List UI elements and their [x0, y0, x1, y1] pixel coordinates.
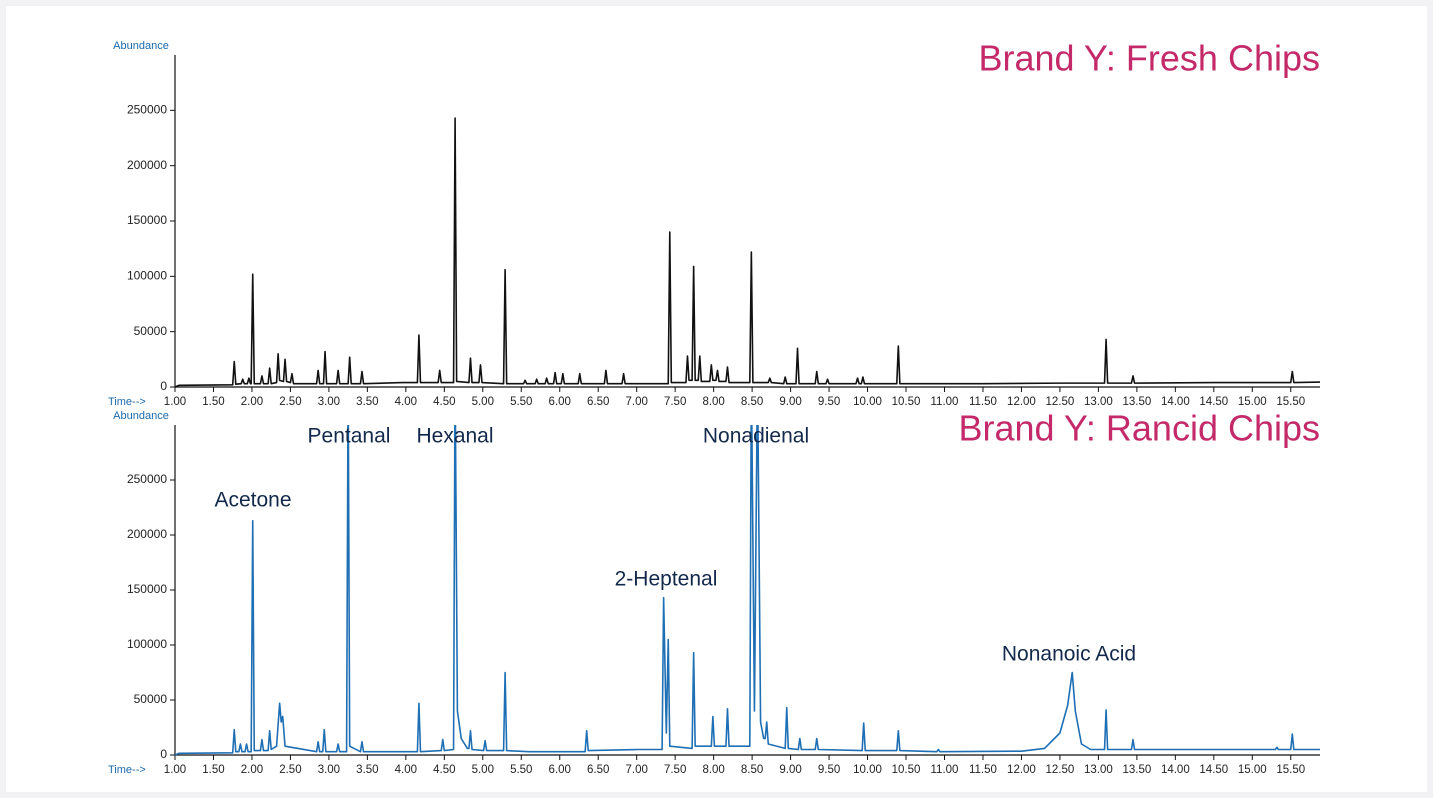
x-tick-label: 5.00 — [472, 764, 494, 776]
x-tick-label: 12.00 — [1007, 396, 1036, 408]
x-tick-label: 14.00 — [1161, 396, 1190, 408]
peak-annotation: Nonanoic Acid — [1002, 643, 1136, 666]
x-tick-label: 11.50 — [969, 396, 997, 408]
x-tick-label: 3.50 — [356, 764, 378, 776]
chromatogram-line — [175, 117, 1320, 388]
x-tick-label: 13.50 — [1122, 396, 1151, 408]
x-tick-label: 7.00 — [625, 396, 647, 408]
x-tick-label: 6.50 — [587, 396, 609, 408]
x-tick-label: 1.50 — [202, 764, 224, 776]
x-tick-label: 8.50 — [741, 396, 763, 408]
x-tick-label: 7.00 — [625, 764, 647, 776]
y-tick-label: 100000 — [127, 269, 167, 283]
x-axis-label: Time--> — [108, 764, 146, 776]
x-tick-label: 9.00 — [779, 396, 801, 408]
chart-title: Brand Y: Fresh Chips — [978, 38, 1320, 79]
x-tick-label: 3.00 — [318, 764, 340, 776]
x-tick-label: 11.00 — [931, 764, 959, 776]
y-tick-label: 200000 — [127, 527, 167, 541]
x-tick-label: 1.50 — [202, 396, 224, 408]
x-tick-label: 14.00 — [1161, 764, 1190, 776]
x-tick-label: 9.00 — [779, 764, 801, 776]
x-axis-label: Time--> — [108, 396, 146, 408]
peak-annotation: Hexanal — [416, 425, 493, 448]
x-tick-label: 12.50 — [1046, 764, 1075, 776]
peak-annotation: Acetone — [214, 489, 291, 512]
y-tick-label: 0 — [160, 379, 167, 393]
x-tick-label: 9.50 — [818, 396, 840, 408]
y-axis-label: Abundance — [113, 40, 169, 52]
x-tick-label: 11.00 — [931, 396, 959, 408]
x-tick-label: 9.50 — [818, 764, 840, 776]
x-tick-label: 6.50 — [587, 764, 609, 776]
x-tick-label: 6.00 — [549, 764, 571, 776]
x-tick-label: 14.50 — [1199, 764, 1228, 776]
x-tick-label: 4.00 — [395, 396, 417, 408]
x-tick-label: 10.00 — [853, 396, 882, 408]
x-tick-label: 4.50 — [433, 764, 455, 776]
y-tick-label: 0 — [160, 747, 167, 761]
x-tick-label: 14.50 — [1199, 396, 1228, 408]
y-tick-label: 200000 — [127, 158, 167, 172]
x-tick-label: 6.00 — [549, 396, 571, 408]
x-tick-label: 4.50 — [433, 396, 455, 408]
x-tick-label: 13.00 — [1084, 764, 1113, 776]
x-tick-label: 8.00 — [702, 396, 724, 408]
x-tick-label: 1.00 — [164, 396, 186, 408]
x-tick-label: 7.50 — [664, 396, 686, 408]
chromatogram-line — [175, 425, 1320, 756]
peak-annotation: 2-Heptenal — [615, 568, 718, 591]
x-tick-label: 3.50 — [356, 396, 378, 408]
x-tick-label: 12.00 — [1007, 764, 1036, 776]
x-tick-label: 4.00 — [395, 764, 417, 776]
x-tick-label: 15.00 — [1238, 764, 1267, 776]
x-tick-label: 15.50 — [1276, 396, 1305, 408]
chart-title: Brand Y: Rancid Chips — [958, 408, 1320, 449]
x-tick-label: 3.00 — [318, 396, 340, 408]
x-tick-label: 5.00 — [472, 396, 494, 408]
y-tick-label: 50000 — [134, 324, 168, 338]
y-tick-label: 250000 — [127, 103, 167, 117]
x-tick-label: 10.00 — [853, 764, 882, 776]
y-tick-label: 150000 — [127, 213, 167, 227]
x-tick-label: 2.50 — [279, 396, 301, 408]
x-tick-label: 11.50 — [969, 764, 997, 776]
y-tick-label: 250000 — [127, 472, 167, 486]
x-tick-label: 12.50 — [1046, 396, 1075, 408]
x-tick-label: 1.00 — [164, 764, 186, 776]
x-tick-label: 10.50 — [892, 396, 921, 408]
x-tick-label: 13.50 — [1122, 764, 1151, 776]
x-tick-label: 2.00 — [241, 396, 263, 408]
y-tick-label: 50000 — [134, 692, 168, 706]
x-tick-label: 10.50 — [892, 764, 921, 776]
y-tick-label: 150000 — [127, 582, 167, 596]
x-tick-label: 15.00 — [1238, 396, 1267, 408]
x-tick-label: 2.00 — [241, 764, 263, 776]
peak-annotation: Nonadienal — [703, 425, 809, 448]
x-tick-label: 5.50 — [510, 764, 532, 776]
x-tick-label: 15.50 — [1276, 764, 1305, 776]
x-tick-label: 13.00 — [1084, 396, 1113, 408]
x-tick-label: 8.00 — [702, 764, 724, 776]
x-tick-label: 2.50 — [279, 764, 301, 776]
x-tick-label: 8.50 — [741, 764, 763, 776]
y-tick-label: 100000 — [127, 637, 167, 651]
y-axis-label: Abundance — [113, 410, 169, 422]
panel — [6, 6, 1427, 792]
x-tick-label: 5.50 — [510, 396, 532, 408]
peak-annotation: Pentanal — [308, 425, 391, 448]
x-tick-label: 7.50 — [664, 764, 686, 776]
